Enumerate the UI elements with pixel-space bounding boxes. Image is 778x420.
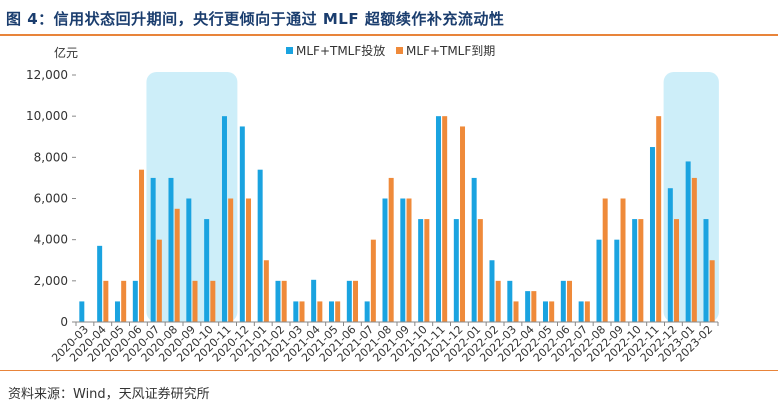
bar-maturity-2022-09 (620, 198, 626, 322)
bar-issuance-2021-04 (311, 279, 317, 322)
bar-issuance-2021-09 (400, 198, 406, 322)
bar-issuance-2020-06 (132, 280, 138, 322)
bar-issuance-2022-10 (632, 219, 638, 322)
bar-maturity-2021-06 (353, 280, 359, 322)
bar-issuance-2021-07 (364, 301, 370, 322)
bar-maturity-2020-06 (139, 169, 145, 322)
bar-issuance-2020-09 (186, 198, 192, 322)
bar-maturity-2022-12 (674, 219, 680, 322)
bar-issuance-2022-09 (614, 239, 620, 322)
y-tick-label: 0 (60, 315, 68, 329)
bar-maturity-2020-08 (174, 208, 180, 322)
y-tick-label: 8,000 (34, 150, 68, 164)
bar-maturity-2021-03 (299, 301, 305, 322)
bar-maturity-2021-11 (442, 116, 448, 323)
bar-issuance-2022-03 (507, 280, 513, 322)
bar-issuance-2022-08 (596, 239, 602, 322)
bar-maturity-2022-08 (602, 198, 608, 322)
bar-maturity-2022-01 (477, 219, 483, 322)
bar-maturity-2021-07 (370, 239, 376, 322)
legend-swatch-1 (286, 47, 293, 54)
bar-maturity-2022-11 (656, 116, 662, 323)
bar-issuance-2022-07 (578, 301, 584, 322)
bar-issuance-2022-12 (667, 188, 673, 322)
bar-issuance-2020-05 (114, 301, 120, 322)
bar-issuance-2021-03 (293, 301, 299, 322)
source-note: 资料来源：Wind，天风证券研究所 (8, 387, 210, 402)
bar-issuance-2022-06 (560, 280, 566, 322)
bar-issuance-2023-01 (685, 161, 691, 322)
bar-issuance-2022-04 (525, 291, 531, 322)
bar-maturity-2021-09 (406, 198, 412, 322)
bar-issuance-2021-05 (328, 301, 334, 322)
bar-maturity-2021-08 (388, 177, 394, 322)
bar-issuance-2021-02 (275, 280, 281, 322)
y-tick-label: 4,000 (34, 233, 68, 247)
bar-issuance-2020-03 (79, 301, 85, 322)
bar-maturity-2021-04 (317, 301, 323, 322)
bar-maturity-2020-04 (103, 280, 109, 322)
title-divider (0, 34, 778, 36)
bar-maturity-2021-10 (424, 219, 430, 322)
bar-issuance-2021-01 (257, 169, 263, 322)
bar-issuance-2020-07 (150, 177, 156, 322)
bar-maturity-2020-05 (121, 280, 127, 322)
bar-issuance-2021-06 (346, 280, 352, 322)
bar-maturity-2022-10 (638, 219, 644, 322)
bar-maturity-2022-06 (567, 280, 573, 322)
bar-issuance-2022-11 (649, 147, 655, 322)
bar-maturity-2022-04 (531, 291, 537, 322)
bar-maturity-2021-05 (335, 301, 341, 322)
y-tick-label: 10,000 (26, 109, 68, 123)
bar-issuance-2021-12 (453, 219, 459, 322)
y-tick-label: 2,000 (34, 274, 68, 288)
bar-maturity-2023-02 (709, 260, 715, 322)
bar-maturity-2022-05 (549, 301, 555, 322)
legend-swatch-2 (396, 47, 403, 54)
bar-maturity-2020-09 (192, 280, 198, 322)
bar-maturity-2023-01 (691, 177, 697, 322)
bar-issuance-2020-12 (239, 126, 245, 322)
y-unit-label: 亿元 (54, 45, 78, 60)
bar-issuance-2022-01 (471, 177, 477, 322)
bar-maturity-2021-01 (263, 260, 269, 322)
y-tick-label: 12,000 (26, 68, 68, 82)
bar-issuance-2021-11 (435, 116, 441, 323)
bar-issuance-2021-08 (382, 198, 388, 322)
bar-maturity-2021-02 (281, 280, 287, 322)
bar-issuance-2020-08 (168, 177, 174, 322)
bar-issuance-2021-10 (418, 219, 424, 322)
bar-issuance-2022-02 (489, 260, 495, 322)
bar-maturity-2020-11 (228, 198, 234, 322)
bar-issuance-2023-02 (703, 219, 709, 322)
bar-maturity-2022-07 (584, 301, 590, 322)
bar-maturity-2022-03 (513, 301, 519, 322)
bar-issuance-2020-11 (221, 116, 227, 323)
legend-label-2: MLF+TMLF到期 (406, 44, 495, 58)
bar-chart: 亿元02,0004,0006,0008,00010,00012,0002020-… (26, 43, 719, 365)
bar-maturity-2020-10 (210, 280, 216, 322)
bar-maturity-2021-12 (460, 126, 466, 322)
bar-issuance-2022-05 (542, 301, 548, 322)
bar-maturity-2022-02 (495, 280, 501, 322)
y-tick-label: 6,000 (34, 192, 68, 206)
bar-maturity-2020-12 (246, 198, 252, 322)
source-divider (0, 370, 778, 371)
legend-label-1: MLF+TMLF投放 (296, 43, 385, 58)
figure-title: 图 4：信用状态回升期间，央行更倾向于通过 MLF 超额续作补充流动性 (6, 10, 505, 28)
bar-issuance-2020-04 (97, 245, 103, 322)
bar-issuance-2020-10 (204, 219, 210, 322)
bar-maturity-2020-07 (156, 239, 162, 322)
